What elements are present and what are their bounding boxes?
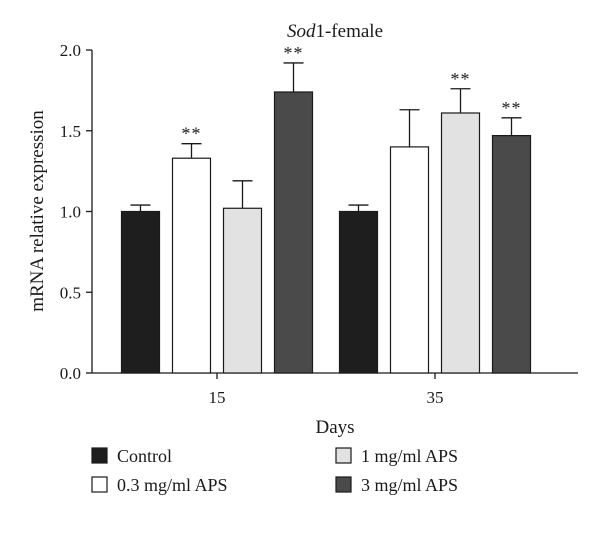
bar (171, 157, 212, 374)
y-tick-label: 2.0 (60, 41, 81, 60)
x-axis-title: Days (315, 417, 354, 438)
y-tick-label: 0.0 (60, 364, 81, 383)
y-axis-title: mRNA relative expression (27, 110, 48, 312)
legend-label: 0.3 mg/ml APS (117, 475, 228, 495)
bar (491, 134, 532, 374)
x-tick-label: 15 (209, 388, 226, 407)
chart-title: Sod1-female (287, 21, 383, 42)
legend-label: 1 mg/ml APS (361, 446, 458, 466)
bar (273, 91, 314, 374)
legend-swatch (91, 476, 108, 493)
legend: Control 0.3 mg/ml APS 1 mg/ml APS 3 mg/ml A… (91, 446, 458, 495)
legend-label: 3 mg/ml APS (361, 475, 458, 495)
legend-label: Control (117, 446, 172, 466)
bar (338, 210, 379, 374)
bar (440, 112, 481, 374)
y-tick-label: 1.0 (60, 203, 81, 222)
legend-swatch (91, 447, 108, 464)
legend-item: Control (91, 446, 172, 466)
legend-swatch (335, 447, 352, 464)
legend-swatch (335, 476, 352, 493)
chart-title-rest: 1-female (315, 21, 383, 42)
bar (120, 210, 161, 374)
plot-area: 0.0 0.5 1.0 1.5 2.0 15 ** ** 35 ** ** (60, 41, 578, 407)
legend-item: 1 mg/ml APS (335, 446, 458, 466)
chart-title-italic: Sod (287, 21, 316, 42)
y-tick-label: 0.5 (60, 283, 81, 302)
significance-label: ** (502, 98, 522, 118)
significance-label: ** (284, 43, 304, 63)
significance-label: ** (451, 69, 471, 89)
legend-item: 3 mg/ml APS (335, 475, 458, 495)
bar (222, 207, 263, 374)
bar (389, 146, 430, 374)
x-tick-label: 35 (427, 388, 444, 407)
significance-label: ** (182, 124, 202, 144)
legend-item: 0.3 mg/ml APS (91, 475, 228, 495)
y-tick-label: 1.5 (60, 122, 81, 141)
